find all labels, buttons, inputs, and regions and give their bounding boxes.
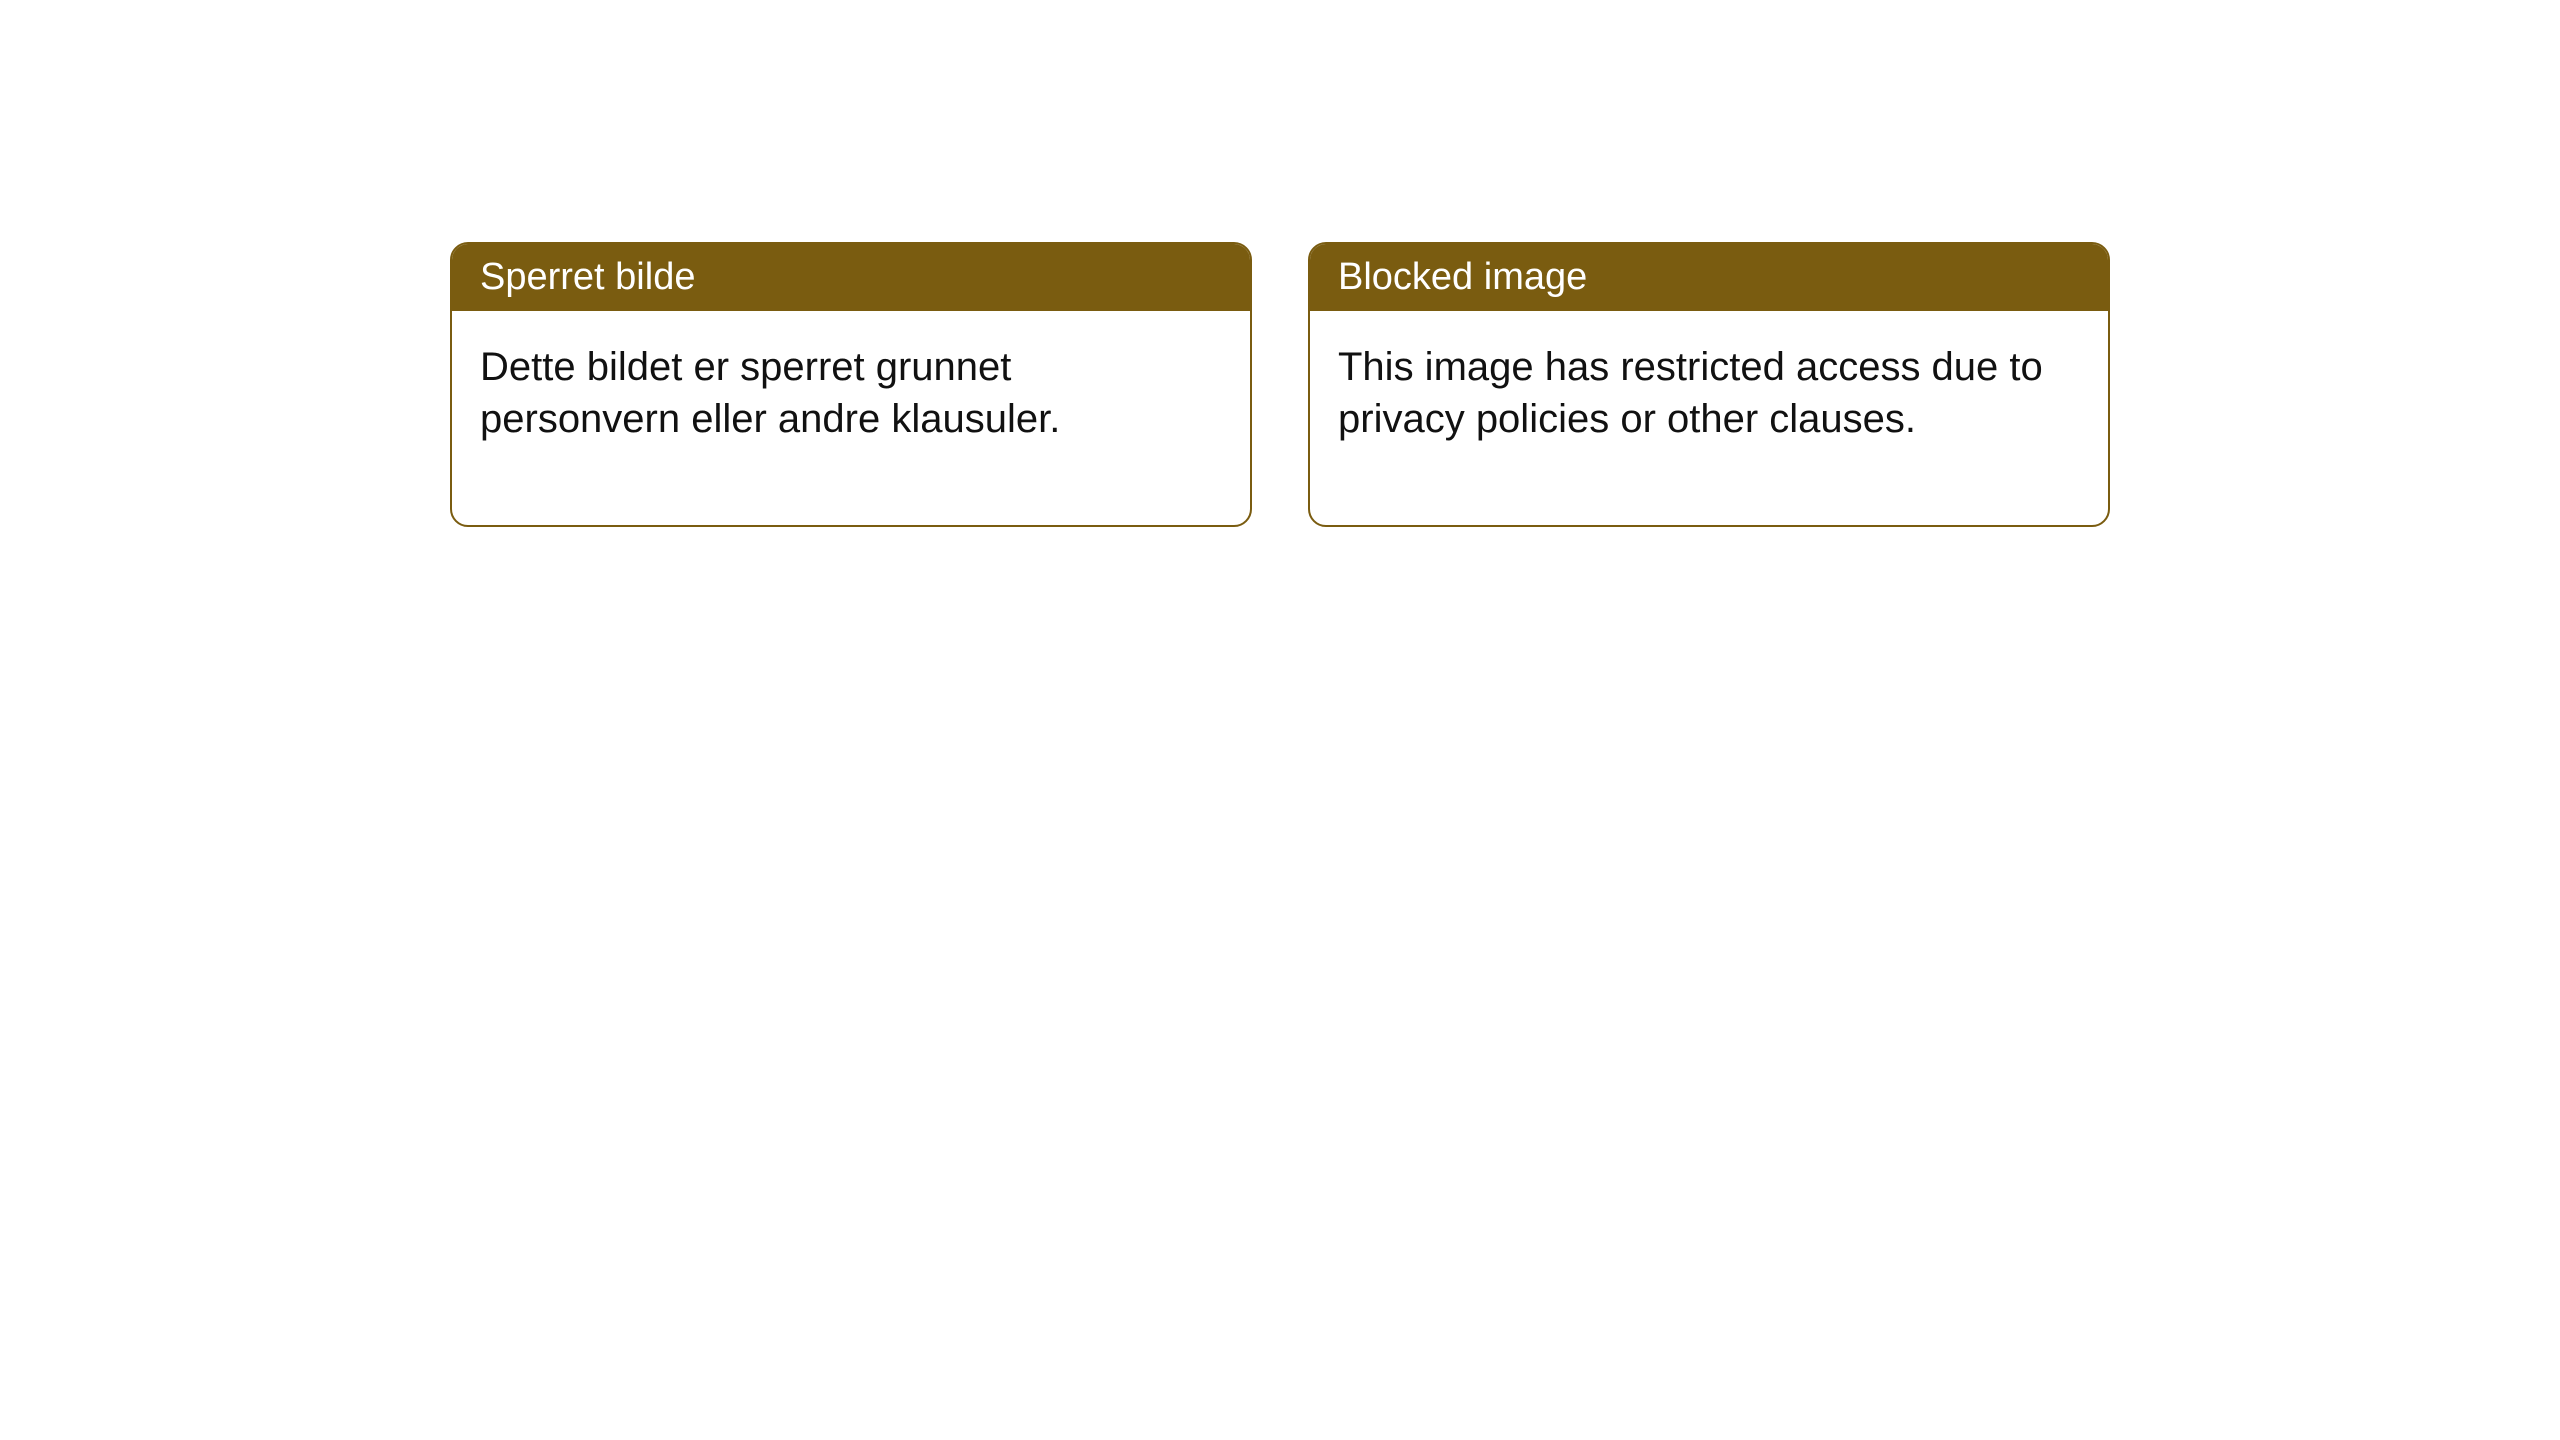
notice-cards-container: Sperret bilde Dette bildet er sperret gr… xyxy=(450,242,2110,527)
notice-card-english: Blocked image This image has restricted … xyxy=(1308,242,2110,527)
card-title: Sperret bilde xyxy=(480,256,695,298)
card-body-text: Dette bildet er sperret grunnet personve… xyxy=(480,345,1060,441)
card-header: Blocked image xyxy=(1310,244,2108,311)
card-body-text: This image has restricted access due to … xyxy=(1338,345,2043,441)
card-body: Dette bildet er sperret grunnet personve… xyxy=(452,311,1250,525)
card-header: Sperret bilde xyxy=(452,244,1250,311)
card-title: Blocked image xyxy=(1338,256,1587,298)
card-body: This image has restricted access due to … xyxy=(1310,311,2108,525)
notice-card-norwegian: Sperret bilde Dette bildet er sperret gr… xyxy=(450,242,1252,527)
